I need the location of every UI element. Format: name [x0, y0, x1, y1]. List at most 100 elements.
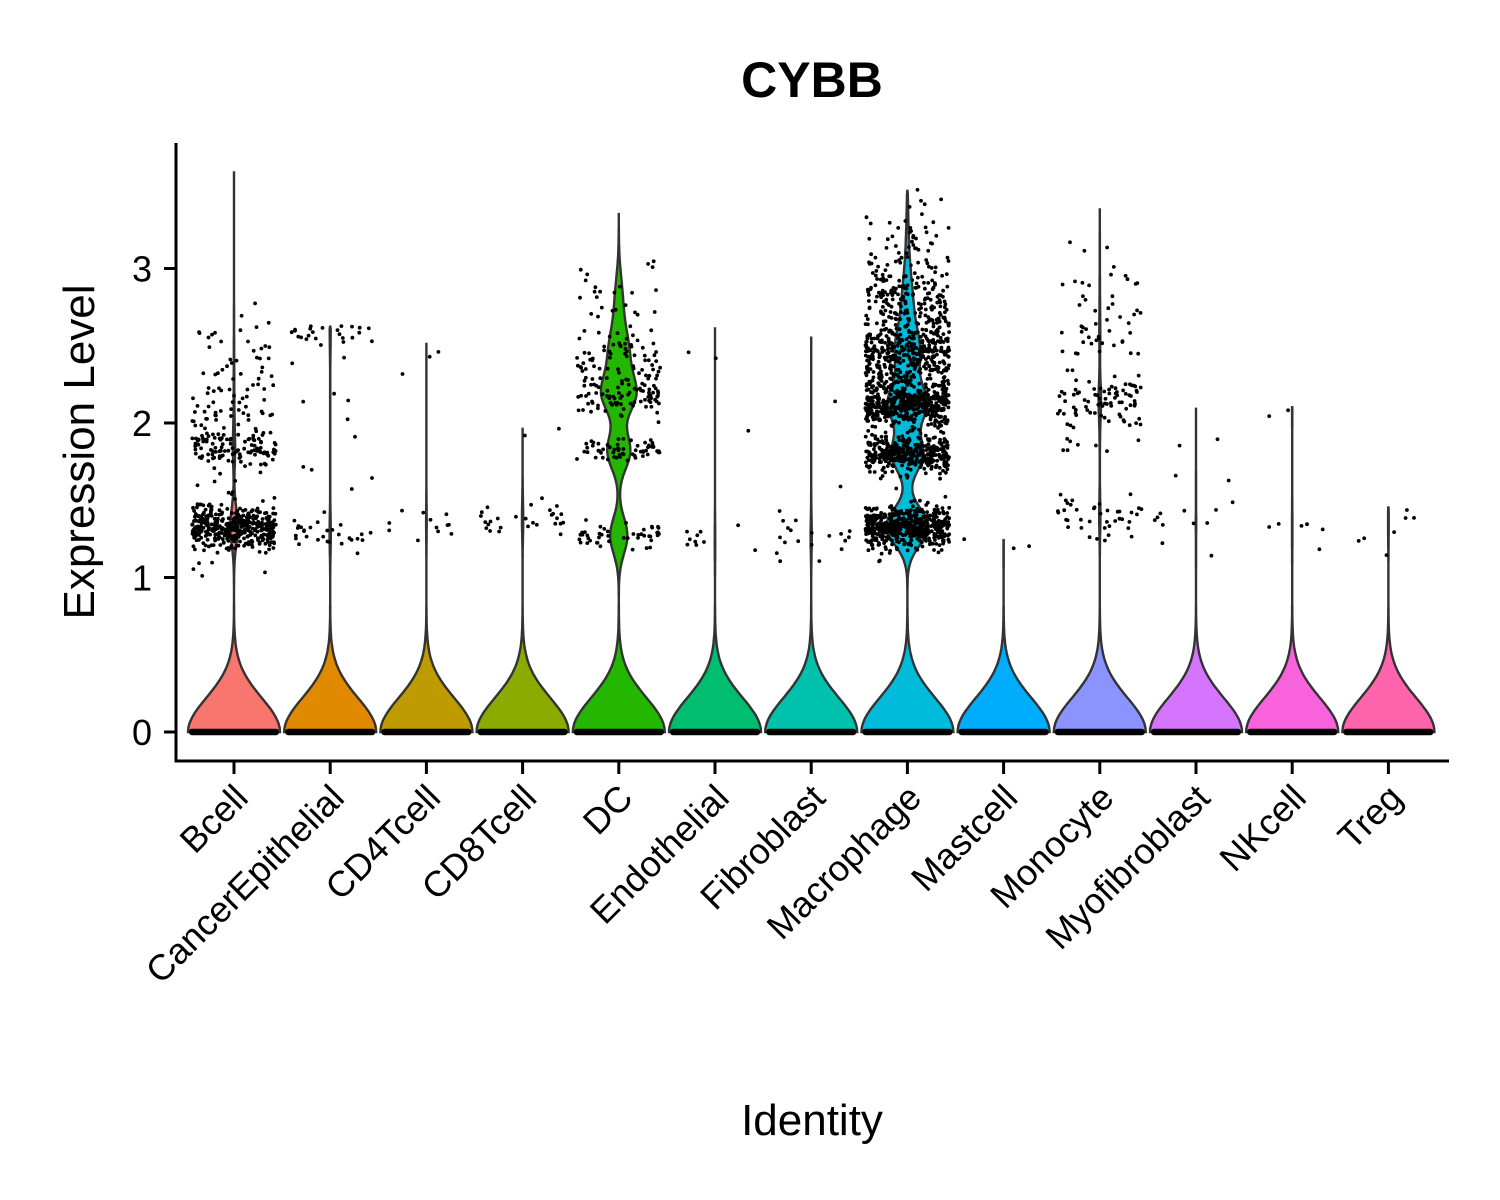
- point: [631, 403, 635, 408]
- point: [649, 328, 654, 333]
- point: [898, 396, 903, 400]
- point: [355, 536, 360, 541]
- point: [874, 386, 879, 391]
- point: [874, 515, 879, 520]
- point: [237, 452, 242, 457]
- point: [246, 540, 251, 544]
- point: [610, 308, 615, 313]
- point: [1059, 389, 1064, 394]
- point: [877, 523, 881, 528]
- point: [605, 366, 610, 371]
- point: [1065, 518, 1070, 523]
- point: [229, 534, 234, 539]
- point: [199, 423, 204, 428]
- point: [922, 455, 926, 460]
- point: [1117, 400, 1122, 405]
- point: [207, 345, 212, 349]
- point: [220, 442, 225, 446]
- zero-points-cd8tcell: [477, 728, 568, 736]
- point: [1136, 351, 1141, 356]
- point: [901, 391, 906, 395]
- point: [909, 455, 914, 459]
- point: [624, 349, 629, 354]
- point: [889, 398, 894, 403]
- point: [909, 461, 914, 466]
- point: [255, 506, 260, 511]
- point: [908, 397, 913, 402]
- point: [196, 442, 201, 447]
- point: [870, 385, 874, 390]
- point: [262, 387, 267, 391]
- point: [941, 340, 946, 344]
- point: [912, 420, 916, 424]
- point: [238, 539, 242, 544]
- point: [898, 391, 903, 396]
- point: [890, 520, 895, 525]
- point: [839, 532, 843, 536]
- point: [941, 453, 945, 458]
- point: [870, 415, 875, 419]
- point: [226, 490, 231, 495]
- point: [879, 328, 884, 333]
- point: [1112, 374, 1117, 379]
- point: [621, 407, 626, 411]
- point: [199, 530, 203, 534]
- point: [946, 382, 951, 386]
- point: [942, 299, 947, 304]
- points-nkcell: [1267, 408, 1325, 552]
- point: [642, 353, 647, 358]
- point: [884, 297, 889, 302]
- point: [923, 313, 928, 318]
- point: [195, 505, 199, 510]
- point: [917, 427, 921, 432]
- point: [929, 454, 933, 459]
- y-tick-label-0: 0: [132, 712, 152, 753]
- point: [746, 428, 751, 433]
- point: [1110, 302, 1115, 306]
- point: [898, 332, 903, 337]
- point: [1115, 509, 1120, 514]
- point: [590, 443, 595, 448]
- point: [872, 442, 877, 446]
- point: [1097, 336, 1101, 341]
- point: [217, 386, 221, 391]
- point: [900, 463, 904, 468]
- point: [922, 202, 927, 207]
- point: [777, 509, 782, 513]
- point: [911, 292, 916, 297]
- point: [1066, 525, 1070, 529]
- violin-treg: [1341, 506, 1436, 734]
- point: [896, 435, 901, 440]
- point: [904, 291, 908, 296]
- point: [255, 524, 260, 529]
- point: [621, 447, 626, 451]
- point: [548, 508, 552, 512]
- point: [204, 416, 209, 421]
- point: [873, 283, 878, 288]
- point: [579, 365, 583, 370]
- point: [340, 336, 345, 340]
- zero-points-fibroblast: [766, 728, 857, 736]
- point: [204, 439, 209, 444]
- point: [654, 288, 658, 292]
- point: [612, 290, 617, 295]
- point: [226, 448, 231, 453]
- point: [713, 356, 718, 361]
- point: [924, 390, 929, 394]
- point: [694, 543, 699, 547]
- point: [909, 446, 913, 451]
- point: [938, 300, 943, 305]
- point: [866, 530, 871, 535]
- point: [1102, 415, 1107, 420]
- point: [884, 379, 889, 384]
- point: [651, 390, 655, 395]
- point: [869, 408, 874, 413]
- point: [866, 289, 871, 294]
- point: [1070, 498, 1075, 503]
- point: [901, 358, 906, 363]
- point: [621, 452, 626, 457]
- point: [945, 511, 950, 515]
- point: [921, 409, 926, 414]
- point: [1230, 500, 1235, 505]
- point: [939, 531, 943, 535]
